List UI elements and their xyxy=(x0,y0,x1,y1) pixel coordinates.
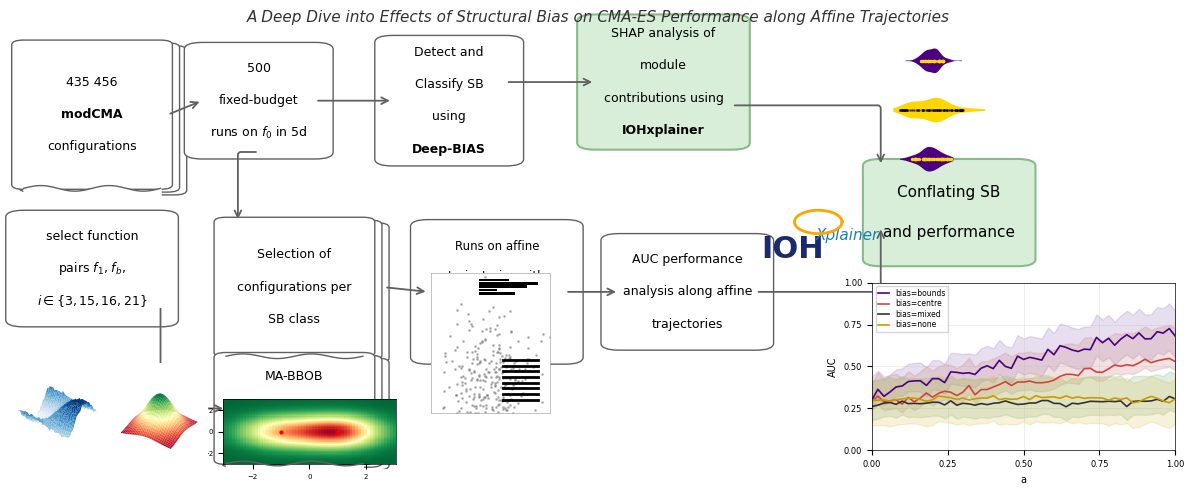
Text: and performance: and performance xyxy=(883,225,1015,240)
FancyBboxPatch shape xyxy=(6,210,178,327)
FancyBboxPatch shape xyxy=(410,219,584,364)
Text: module: module xyxy=(640,59,687,72)
Text: contributions using: contributions using xyxy=(604,92,724,105)
Text: Conflating SB: Conflating SB xyxy=(897,186,1001,200)
Text: AUC performance: AUC performance xyxy=(631,253,743,266)
Text: modCMA: modCMA xyxy=(61,108,123,121)
Text: Detect and: Detect and xyxy=(415,46,484,59)
Text: Classify SB: Classify SB xyxy=(415,78,483,91)
Text: Xplainer: Xplainer xyxy=(816,228,879,244)
FancyBboxPatch shape xyxy=(600,234,774,350)
Text: select function: select function xyxy=(45,230,139,243)
FancyBboxPatch shape xyxy=(228,358,389,470)
Text: IOH: IOH xyxy=(761,235,824,265)
FancyBboxPatch shape xyxy=(578,14,750,150)
Text: trajectories: trajectories xyxy=(652,318,722,330)
Text: A Deep Dive into Effects of Structural Bias on CMA-ES Performance along Affine T: A Deep Dive into Effects of Structural B… xyxy=(246,10,950,25)
Text: function weights: function weights xyxy=(447,300,545,314)
Text: Deep-BIAS: Deep-BIAS xyxy=(413,142,486,156)
FancyBboxPatch shape xyxy=(184,42,334,159)
Text: configurations: configurations xyxy=(48,140,136,154)
Text: 500: 500 xyxy=(246,62,270,75)
Text: $a_1, ..., a_{51} \in [0, 1]$: $a_1, ..., a_{51} \in [0, 1]$ xyxy=(444,329,550,346)
Text: fixed-budget: fixed-budget xyxy=(219,94,299,107)
FancyBboxPatch shape xyxy=(214,353,374,464)
Text: MA-BBOB: MA-BBOB xyxy=(266,370,324,382)
Text: configurations per: configurations per xyxy=(237,281,352,294)
Text: SHAP analysis of: SHAP analysis of xyxy=(611,27,715,40)
FancyBboxPatch shape xyxy=(228,223,389,363)
Text: $i \in \{3, 15, 16, 21 \}$: $i \in \{3, 15, 16, 21 \}$ xyxy=(37,293,147,309)
FancyBboxPatch shape xyxy=(19,43,179,192)
FancyBboxPatch shape xyxy=(374,35,524,166)
Text: trajectories with: trajectories with xyxy=(448,270,545,283)
Text: analysis along affine: analysis along affine xyxy=(623,285,752,299)
Text: using: using xyxy=(432,110,466,123)
Text: IOHxplainer: IOHxplainer xyxy=(622,124,704,137)
Text: Selection of: Selection of xyxy=(257,248,331,261)
FancyBboxPatch shape xyxy=(214,218,374,357)
Text: SB class: SB class xyxy=(268,313,321,326)
Text: pairs $f_1$, $f_b$,: pairs $f_1$, $f_b$, xyxy=(59,260,126,277)
Text: Runs on affine: Runs on affine xyxy=(454,240,539,253)
FancyBboxPatch shape xyxy=(862,159,1036,266)
Text: 2d: 2d xyxy=(287,434,303,447)
FancyBboxPatch shape xyxy=(26,46,187,195)
Text: 435 456: 435 456 xyxy=(66,76,118,89)
FancyBboxPatch shape xyxy=(221,220,382,360)
Text: instances in: instances in xyxy=(257,402,332,415)
FancyBboxPatch shape xyxy=(221,355,382,467)
FancyBboxPatch shape xyxy=(12,40,172,190)
Text: runs on $f_0$ in 5d: runs on $f_0$ in 5d xyxy=(210,125,307,141)
